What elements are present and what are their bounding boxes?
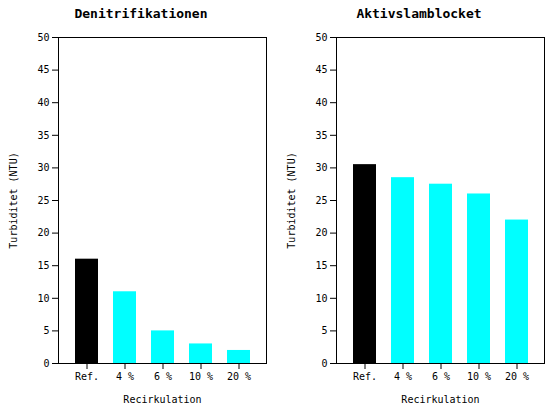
svg-text:50: 50 xyxy=(37,32,49,43)
svg-text:30: 30 xyxy=(315,162,327,173)
svg-text:0: 0 xyxy=(43,358,49,369)
svg-text:20: 20 xyxy=(315,227,327,238)
svg-text:35: 35 xyxy=(315,130,327,141)
svg-text:4 %: 4 % xyxy=(116,371,134,382)
svg-text:15: 15 xyxy=(315,260,327,271)
svg-text:25: 25 xyxy=(315,195,327,206)
svg-text:15: 15 xyxy=(37,260,49,271)
svg-text:35: 35 xyxy=(37,130,49,141)
svg-text:Ref.: Ref. xyxy=(353,371,377,382)
svg-text:Recirkulation: Recirkulation xyxy=(401,394,479,405)
svg-text:10 %: 10 % xyxy=(189,371,213,382)
svg-text:0: 0 xyxy=(321,358,327,369)
svg-text:10: 10 xyxy=(315,293,327,304)
svg-text:4 %: 4 % xyxy=(394,371,412,382)
svg-text:6 %: 6 % xyxy=(154,371,172,382)
svg-text:20 %: 20 % xyxy=(227,371,251,382)
svg-text:20 %: 20 % xyxy=(505,371,529,382)
svg-text:Turbiditet (NTU): Turbiditet (NTU) xyxy=(8,152,19,248)
svg-text:Recirkulation: Recirkulation xyxy=(123,394,201,405)
svg-text:10: 10 xyxy=(37,293,49,304)
svg-text:25: 25 xyxy=(37,195,49,206)
html-text:Aktivslamblocket: Aktivslamblocket xyxy=(356,6,482,21)
svg-text:5: 5 xyxy=(43,325,49,336)
svg-text:40: 40 xyxy=(315,97,327,108)
svg-text:Turbiditet (NTU): Turbiditet (NTU) xyxy=(286,152,297,248)
svg-text:30: 30 xyxy=(37,162,49,173)
svg-text:45: 45 xyxy=(37,64,49,75)
svg-text:10 %: 10 % xyxy=(467,371,491,382)
svg-text:40: 40 xyxy=(37,97,49,108)
svg-text:Ref.: Ref. xyxy=(75,371,99,382)
svg-text:45: 45 xyxy=(315,64,327,75)
html-text:Denitrifikationen: Denitrifikationen xyxy=(74,6,208,21)
svg-text:6 %: 6 % xyxy=(432,371,450,382)
svg-text:20: 20 xyxy=(37,227,49,238)
svg-text:50: 50 xyxy=(315,32,327,43)
svg-text:5: 5 xyxy=(321,325,327,336)
